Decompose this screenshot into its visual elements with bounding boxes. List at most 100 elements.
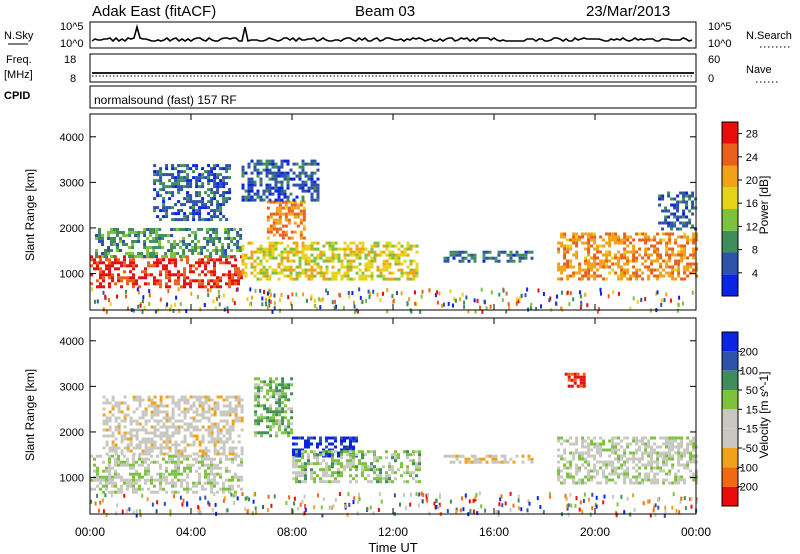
heatmap-cell: [180, 188, 184, 192]
heatmap-cell: [549, 494, 552, 499]
heatmap-cell: [376, 244, 380, 248]
heatmap-cell: [683, 247, 687, 251]
heatmap-cell: [231, 395, 235, 399]
heatmap-cell: [641, 232, 645, 236]
heatmap-cell: [691, 203, 695, 207]
heatmap-cell: [584, 457, 588, 461]
heatmap-cell: [295, 244, 299, 248]
heatmap-cell: [203, 303, 206, 307]
heatmap-cell: [676, 218, 680, 222]
heatmap-cell: [682, 301, 684, 306]
heatmap-cell: [275, 413, 279, 417]
heatmap-cell: [213, 484, 216, 488]
heatmap-cell: [111, 407, 115, 411]
heatmap-cell: [602, 244, 606, 248]
heatmap-cell: [117, 267, 120, 271]
heatmap-cell: [557, 265, 561, 269]
heatmap-cell: [250, 262, 254, 266]
heatmap-cell: [572, 451, 576, 455]
heatmap-cell: [620, 445, 624, 449]
heatmap-cell: [349, 462, 352, 466]
heatmap-cell: [286, 265, 290, 269]
heatmap-cell: [518, 259, 522, 263]
heatmap-cell: [165, 282, 168, 286]
heatmap-cell: [656, 478, 660, 482]
heatmap-cell: [123, 446, 127, 450]
heatmap-cell: [219, 410, 223, 414]
heatmap-cell: [281, 410, 285, 414]
heatmap-cell: [222, 446, 226, 450]
heatmap-cell: [209, 228, 213, 231]
heatmap-cell: [415, 492, 418, 497]
heatmap-cell: [144, 437, 148, 441]
heatmap-cell: [153, 490, 156, 494]
heatmap-cell: [652, 508, 655, 513]
heatmap-cell: [596, 262, 600, 266]
heatmap-cell: [653, 247, 657, 251]
heatmap-cell: [125, 252, 128, 255]
date-title: 23/Mar/2013: [586, 3, 670, 20]
heatmap-cell: [405, 505, 407, 510]
heatmap-cell: [165, 410, 169, 414]
heatmap-cell: [219, 258, 222, 262]
heatmap-cell: [132, 428, 136, 432]
heatmap-cell: [212, 231, 216, 234]
heatmap-cell: [231, 298, 234, 303]
heatmap-cell: [127, 306, 129, 311]
y-tick-label: 2000: [60, 427, 84, 439]
heatmap-cell: [178, 309, 181, 313]
heatmap-cell: [662, 481, 666, 485]
heatmap-cell: [677, 268, 681, 272]
heatmap-cell: [117, 276, 120, 280]
heatmap-cell: [343, 241, 347, 245]
heatmap-cell: [180, 460, 183, 464]
heatmap-cell: [141, 452, 145, 456]
heatmap-cell: [452, 454, 456, 458]
heatmap-cell: [156, 407, 160, 411]
heatmap-cell: [215, 231, 219, 234]
heatmap-cell: [316, 241, 320, 245]
heatmap-cell: [291, 292, 294, 297]
heatmap-cell: [123, 481, 126, 485]
heatmap-cell: [189, 206, 193, 210]
heatmap-cell: [685, 194, 689, 198]
heatmap-cell: [295, 250, 299, 254]
colorbar-segment: [722, 122, 738, 144]
heatmap-region: [557, 436, 699, 485]
heatmap-cell: [354, 310, 356, 314]
heatmap-cell: [275, 422, 279, 426]
heatmap-cell: [349, 265, 353, 269]
heatmap-cell: [240, 419, 244, 423]
heatmap-cell: [167, 234, 171, 237]
heatmap-cell: [194, 231, 198, 234]
heatmap-cell: [228, 449, 232, 453]
heatmap-cell: [572, 454, 576, 458]
heatmap-cell: [608, 460, 612, 464]
heatmap-cell: [304, 507, 307, 512]
heatmap-cell: [204, 176, 208, 180]
heatmap-cell: [632, 250, 636, 254]
heatmap-cell: [692, 439, 696, 443]
heatmap-cell: [322, 244, 326, 248]
heatmap-cell: [188, 249, 192, 252]
heatmap-cell: [602, 469, 606, 473]
heatmap-cell: [240, 475, 243, 479]
heatmap-cell: [171, 443, 175, 447]
heatmap-cell: [648, 499, 651, 504]
heatmap-cell: [213, 267, 216, 271]
heatmap-cell: [370, 244, 374, 248]
heatmap-cell: [566, 265, 570, 269]
heatmap-cell: [686, 241, 690, 245]
heatmap-cell: [99, 478, 102, 482]
heatmap-cell: [156, 264, 159, 268]
heatmap-cell: [292, 247, 296, 251]
heatmap-cell: [120, 484, 123, 488]
heatmap-cell: [575, 469, 579, 473]
heatmap-cell: [120, 401, 124, 405]
heatmap-cell: [210, 270, 213, 274]
heatmap-cell: [611, 445, 615, 449]
heatmap-cell: [299, 236, 303, 240]
heatmap-cell: [521, 454, 525, 458]
heatmap-cell: [579, 500, 582, 505]
heatmap-cell: [334, 477, 337, 481]
